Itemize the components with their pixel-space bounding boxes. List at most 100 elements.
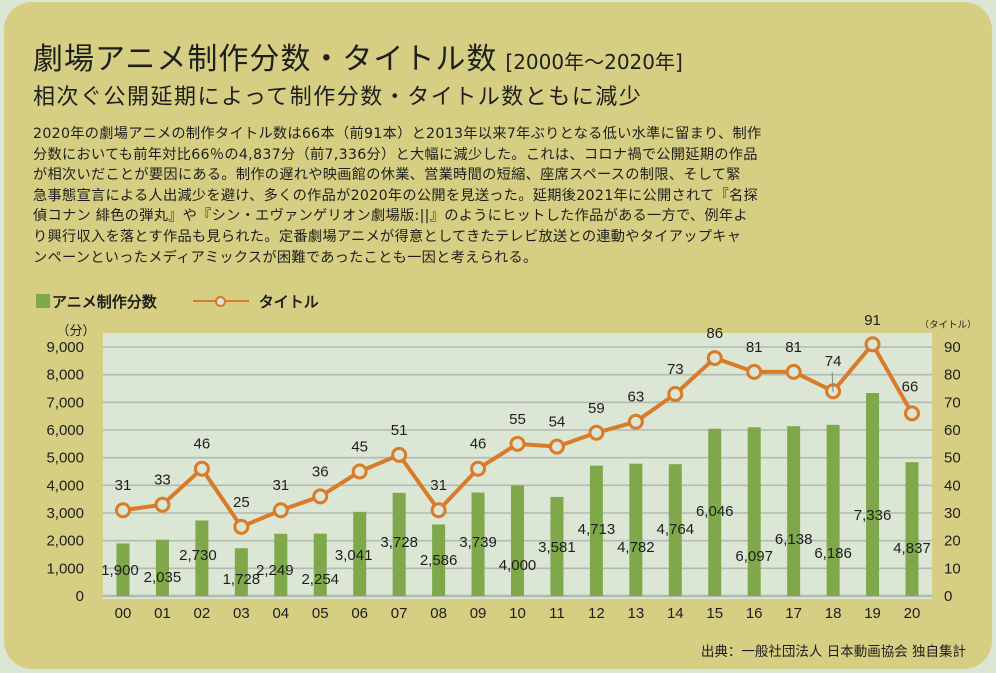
line-point-marker — [115, 502, 131, 519]
line-point-marker — [391, 446, 408, 463]
line-value-label: 46 — [470, 436, 487, 453]
line-point-marker — [785, 363, 802, 380]
y-right-unit-label: （タイトル） — [919, 319, 976, 331]
bar-value-label: 2,730 — [179, 547, 217, 564]
x-tick-label: 17 — [785, 605, 802, 622]
line-value-label: 51 — [391, 422, 408, 439]
y-left-tick-label: 9,000 — [46, 339, 84, 356]
bar — [511, 485, 524, 596]
line-value-label: 86 — [706, 325, 723, 342]
y-left-tick-label: 8,000 — [46, 367, 84, 384]
bar — [589, 465, 603, 596]
line-value-label: 59 — [588, 400, 605, 417]
bar — [195, 520, 209, 596]
source-note: 出典：一般社団法人 日本動画協会 独自集計 — [700, 644, 966, 660]
legend-bar-label: アニメ制作分数 — [52, 292, 157, 311]
line-point-marker — [272, 502, 289, 519]
x-tick-label: 04 — [272, 605, 289, 622]
body-line: 分数においても前年対比66％の4,837分（前7,336分）と大幅に減少した。こ… — [33, 146, 758, 163]
bar-value-label: 1,728 — [223, 571, 261, 588]
x-tick-label: 12 — [588, 605, 605, 622]
bar-value-label: 3,739 — [459, 534, 497, 551]
bar — [668, 464, 682, 596]
x-tick-label: 20 — [904, 605, 921, 622]
bar — [274, 533, 288, 596]
bar — [313, 533, 327, 596]
line-value-label: 25 — [233, 494, 250, 511]
x-tick-label: 14 — [667, 605, 684, 622]
line-value-label: 54 — [549, 414, 566, 431]
y-right-tick-label: 90 — [944, 339, 961, 356]
body-line: り興行収入を落とす作品も見られた。定番劇場アニメが得意としてきたテレビ放送との連… — [33, 228, 742, 245]
y-left-tick-label: 5,000 — [46, 450, 84, 467]
bar-value-label: 3,041 — [335, 547, 373, 564]
x-tick-label: 05 — [312, 605, 329, 622]
bar — [787, 426, 801, 596]
line-point-marker — [154, 496, 171, 513]
line-value-label: 31 — [430, 477, 447, 494]
bar — [826, 424, 840, 596]
page-title: 劇場アニメ制作分数・タイトル数 [2000年～2020年] — [33, 34, 683, 78]
line-value-label: 55 — [509, 411, 526, 428]
bar — [905, 462, 919, 596]
x-tick-label: 16 — [746, 605, 763, 622]
line-point-marker — [193, 460, 210, 477]
x-tick-label: 13 — [628, 605, 645, 622]
x-tick-label: 19 — [864, 605, 881, 622]
bar — [234, 548, 248, 596]
y-right-tick-label: 0 — [944, 588, 952, 605]
y-right-tick-label: 60 — [944, 422, 961, 439]
legend-line-marker-icon — [192, 294, 249, 308]
bar-value-label: 2,249 — [256, 562, 294, 579]
bar-value-label: 4,764 — [657, 521, 695, 538]
x-tick-label: 08 — [430, 605, 447, 622]
x-tick-label: 01 — [154, 605, 171, 622]
bar-value-label: 2,035 — [144, 569, 182, 586]
line-point-marker — [548, 438, 565, 455]
line-value-label: 46 — [194, 436, 211, 453]
y-right-tick-label: 10 — [944, 560, 961, 577]
line-point-marker — [864, 336, 881, 353]
bar-value-label: 2,254 — [301, 571, 339, 588]
line-value-label: 66 — [902, 378, 919, 395]
legend-line-label: タイトル — [258, 292, 319, 311]
line-value-label: 81 — [746, 339, 763, 356]
bar — [747, 427, 761, 596]
bar — [155, 539, 169, 596]
bar-value-label: 7,336 — [854, 507, 892, 524]
y-right-tick-label: 30 — [944, 505, 961, 522]
line-point-marker — [233, 518, 250, 535]
bar-value-label: 4,713 — [578, 521, 616, 538]
bar-value-label: 4,000 — [499, 557, 537, 574]
body-paragraph: 2020年の劇場アニメの制作タイトル数は66本（前91本）と2013年以来7年ぶ… — [33, 124, 973, 268]
line-point-marker — [627, 413, 644, 430]
body-line: が相次いだことが要因にある。制作の遅れや映画館の休業、営業時間の短縮、座席スペー… — [33, 167, 741, 184]
bar-value-label: 3,581 — [538, 539, 576, 556]
bar-value-label: 3,728 — [380, 534, 418, 551]
x-tick-label: 09 — [470, 605, 487, 622]
y-right-tick-label: 40 — [944, 477, 961, 494]
line-value-label: 31 — [115, 477, 132, 494]
body-line: 急事態宣言による人出減少を避け、多くの作品が2020年の公開を見送った。延期後2… — [33, 187, 758, 204]
y-left-tick-label: 1,000 — [46, 560, 84, 577]
line-point-marker — [470, 460, 487, 477]
line-value-label: 91 — [864, 312, 881, 329]
legend-bar-swatch-icon — [36, 294, 50, 308]
bar — [432, 524, 446, 596]
bar-value-label: 1,900 — [101, 562, 139, 579]
bar — [392, 492, 406, 596]
bar-value-label: 6,046 — [696, 503, 734, 520]
line-value-label: 73 — [667, 361, 684, 378]
body-line: 偵コナン 緋色の弾丸』や『シン・エヴァンゲリオン劇場版:||』のようにヒットした… — [33, 208, 748, 225]
line-value-label: 33 — [154, 472, 171, 489]
line-value-label: 81 — [785, 339, 802, 356]
y-right-tick-label: 50 — [944, 450, 961, 467]
y-right-tick-label: 80 — [944, 367, 961, 384]
x-tick-label: 07 — [391, 605, 408, 622]
line-point-marker — [667, 386, 684, 403]
line-value-label: 36 — [312, 463, 329, 480]
line-value-label: 63 — [628, 389, 645, 406]
body-line: 2020年の劇場アニメの制作タイトル数は66本（前91本）と2013年以来7年ぶ… — [33, 126, 762, 142]
page-subtitle: 相次ぐ公開延期によって制作分数・タイトル数ともに減少 — [33, 85, 643, 110]
x-tick-label: 03 — [233, 605, 250, 622]
